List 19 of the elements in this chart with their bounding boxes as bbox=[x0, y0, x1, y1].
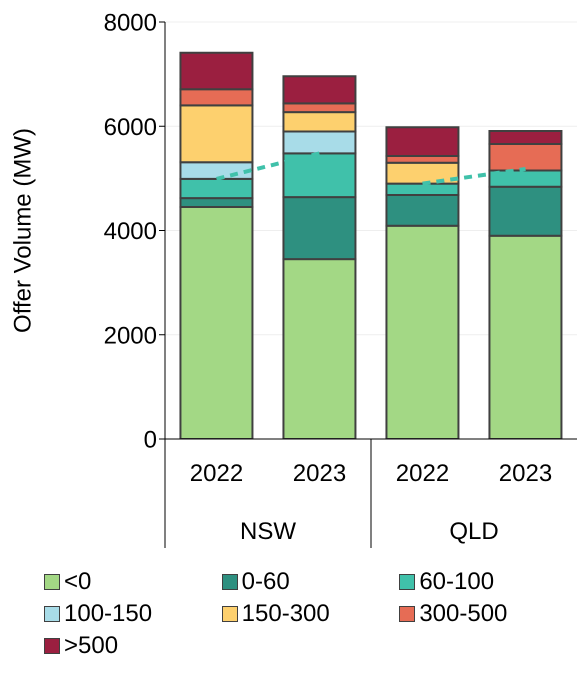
legend-label: 0-60 bbox=[242, 568, 290, 596]
x-tick-label: 2022 bbox=[190, 460, 244, 487]
text: QLD bbox=[449, 518, 499, 545]
y-axis-title: Offer Volume (MW) bbox=[10, 128, 37, 333]
y-tick-label: 0 bbox=[144, 426, 157, 454]
legend-label: >500 bbox=[64, 632, 118, 660]
legend-label: 150-300 bbox=[242, 600, 330, 628]
y-tick-label: 8000 bbox=[104, 10, 157, 37]
y-tick-label: 4000 bbox=[104, 218, 157, 246]
text: NSW bbox=[240, 518, 296, 545]
legend-label: <0 bbox=[64, 568, 92, 596]
legend-label: 300-500 bbox=[419, 600, 508, 628]
x-tick-label: 2023 bbox=[498, 460, 552, 487]
x-tick-label: 2022 bbox=[396, 460, 450, 487]
legend-label: 100-150 bbox=[64, 600, 152, 628]
y-tick-label: 6000 bbox=[104, 114, 157, 141]
x-tick-label: 2023 bbox=[292, 460, 346, 487]
y-tick-label: 2000 bbox=[104, 322, 157, 350]
legend-label: 60-100 bbox=[419, 568, 494, 596]
